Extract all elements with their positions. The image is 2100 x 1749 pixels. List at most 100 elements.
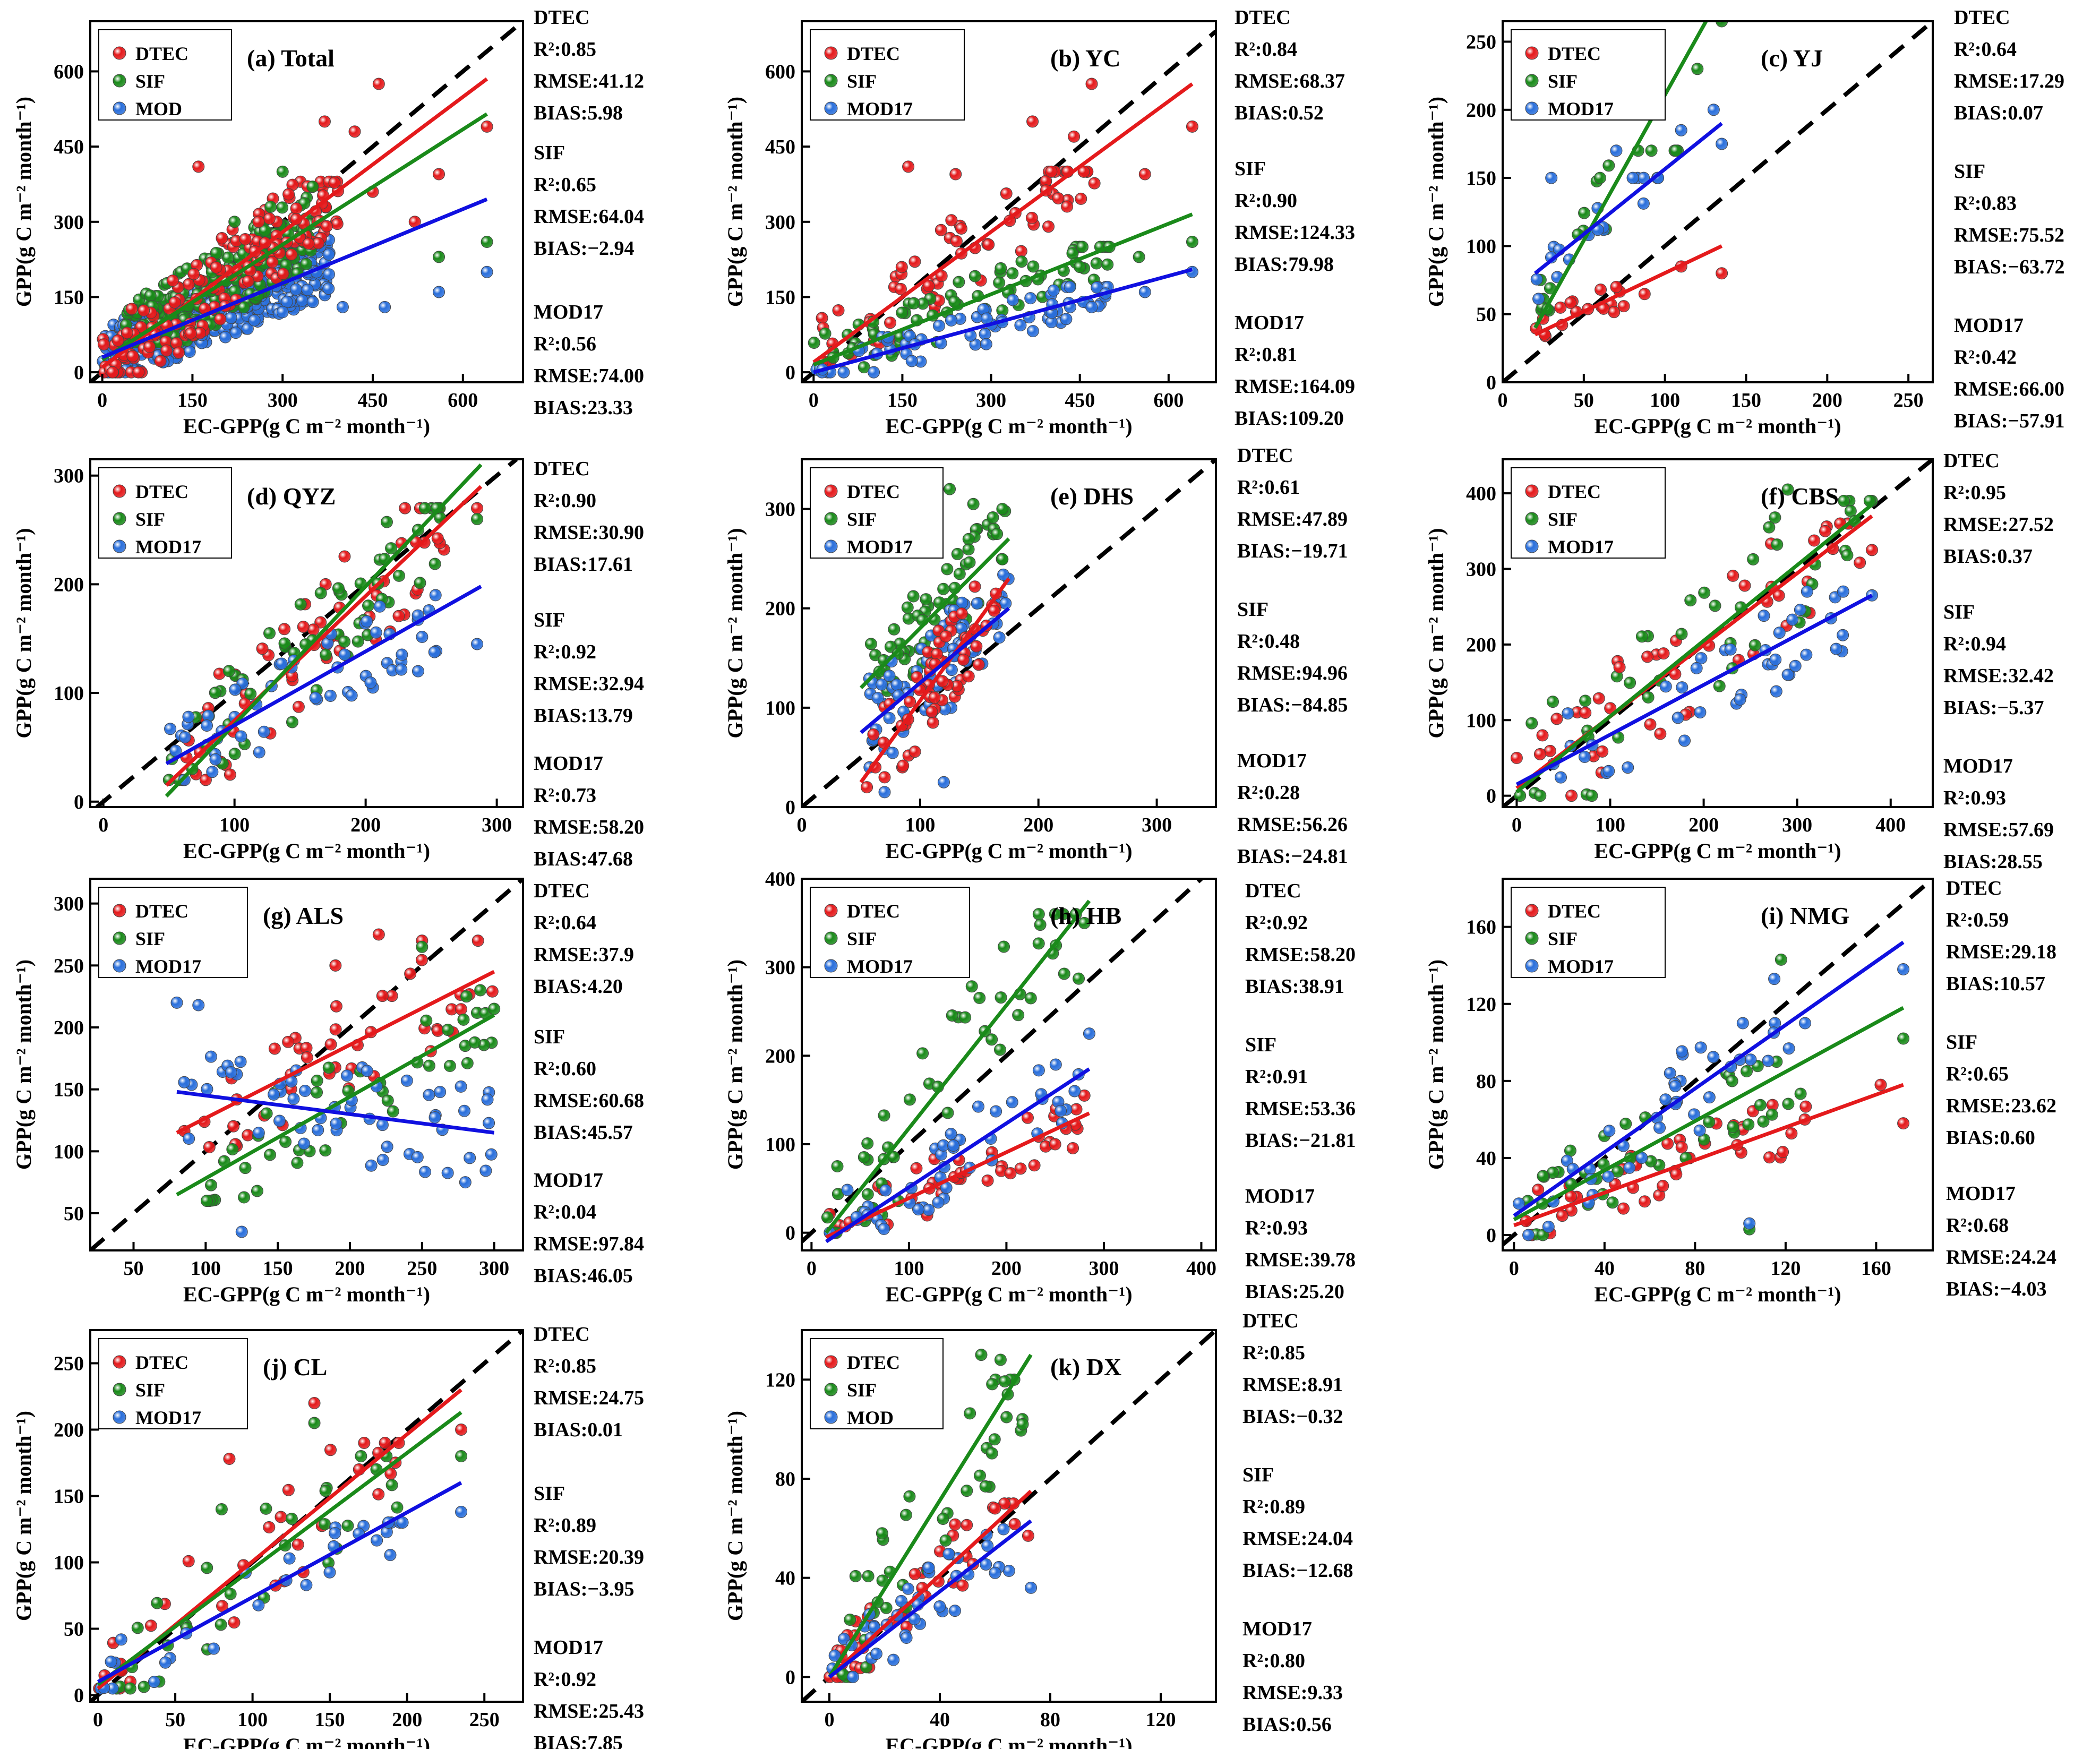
data-point-sif: [998, 940, 1010, 953]
y-tick-label: 100: [765, 1134, 795, 1156]
data-point-sif: [332, 582, 345, 595]
stats-name: MOD17: [1242, 1618, 1312, 1640]
stats-rmse: RMSE:164.09: [1235, 375, 1355, 398]
data-point-dtec: [936, 675, 949, 688]
data-point-mod17: [485, 1148, 498, 1161]
x-tick-label: 100: [237, 1709, 268, 1731]
stats-name: SIF: [1242, 1464, 1274, 1486]
data-point-dtec: [908, 1568, 921, 1581]
data-point-dtec: [1638, 288, 1651, 301]
data-point-sif: [416, 940, 428, 953]
data-point-sif: [862, 1570, 875, 1582]
data-point-mod17: [1522, 1229, 1535, 1241]
data-point-sif: [1769, 511, 1781, 524]
data-point-dtec: [1550, 713, 1563, 725]
data-point-sif: [1748, 639, 1761, 651]
data-point-mod: [296, 294, 308, 307]
data-point-sif: [471, 513, 484, 526]
stats-bias: BIAS:0.37: [1943, 545, 2033, 568]
data-point-dtec: [282, 188, 295, 201]
data-point-sif: [1090, 257, 1103, 270]
data-point-sif: [308, 1417, 321, 1429]
data-point-mod17: [1794, 604, 1806, 616]
data-point-dtec: [282, 1484, 295, 1496]
x-tick-label: 450: [358, 389, 388, 411]
x-tick-label: 100: [894, 1257, 924, 1280]
data-point-dtec: [1763, 1151, 1776, 1164]
data-point-sif: [937, 1512, 949, 1525]
x-tick-label: 400: [1875, 814, 1906, 836]
data-point-dtec: [324, 1038, 337, 1051]
legend-marker-sif: [824, 512, 838, 526]
y-axis-label: GPP(g C m⁻² month⁻¹): [1424, 97, 1448, 307]
data-point-sif: [151, 1597, 164, 1609]
data-point-mod17: [1773, 627, 1786, 639]
data-point-dtec: [1049, 1138, 1061, 1151]
data-point-dtec: [126, 350, 139, 363]
plot-area: [90, 879, 523, 1250]
y-axis-label: GPP(g C m⁻² month⁻¹): [723, 97, 747, 307]
data-point-sif: [294, 598, 307, 611]
plot-area: [95, 459, 518, 807]
legend-label: MOD17: [135, 956, 201, 977]
data-point-mod17: [1695, 652, 1708, 665]
data-point-sif: [819, 327, 832, 340]
data-point-dtec: [925, 706, 938, 718]
data-point-sif: [260, 1502, 272, 1515]
plot-area: [1503, 459, 1933, 807]
legend-label: MOD17: [1548, 956, 1614, 977]
x-tick-label: 100: [191, 1257, 221, 1280]
data-point-mod17: [1542, 1220, 1555, 1233]
data-point-sif: [1781, 483, 1794, 496]
stats-name: DTEC: [1242, 1310, 1299, 1332]
data-point-sif: [259, 224, 271, 237]
stats-bias: BIAS:0.52: [1235, 102, 1324, 124]
x-axis-label: EC-GPP(g C m⁻² month⁻¹): [183, 1734, 430, 1749]
x-axis-label: EC-GPP(g C m⁻² month⁻¹): [885, 414, 1132, 438]
legend-label: MOD: [135, 98, 182, 119]
data-point-dtec: [1727, 569, 1739, 582]
data-point-dtec: [1785, 1127, 1798, 1140]
stats-name: DTEC: [534, 880, 590, 902]
stats-r2: R²:0.73: [534, 784, 596, 807]
x-tick-label: 300: [1142, 814, 1172, 836]
x-tick-label: 100: [905, 814, 935, 836]
x-tick-label: 300: [479, 1257, 509, 1280]
data-point-sif: [961, 1485, 973, 1497]
x-tick-label: 300: [482, 814, 512, 836]
data-point-dtec: [392, 610, 405, 622]
data-point-mod: [949, 1605, 962, 1617]
fit-line-mod17: [1515, 594, 1873, 786]
legend-marker-mod17: [1525, 539, 1539, 553]
data-point-mod17: [886, 747, 899, 759]
data-point-dtec: [1075, 192, 1087, 205]
fit-line-mod17: [813, 268, 1193, 374]
data-point-dtec: [1533, 748, 1546, 760]
stats-name: DTEC: [1943, 450, 2000, 472]
legend-marker-mod17: [824, 539, 838, 553]
data-point-dtec: [486, 985, 499, 998]
y-tick-label: 40: [1476, 1147, 1496, 1170]
stats-r2: R²:0.81: [1235, 344, 1297, 366]
data-point-sif: [907, 297, 920, 310]
data-point-sif: [1015, 255, 1028, 268]
data-point-mod17: [972, 1100, 984, 1113]
data-point-mod: [981, 1539, 994, 1552]
y-axis-label: GPP(g C m⁻² month⁻¹): [723, 1411, 747, 1621]
plot-area: [1503, 21, 1933, 382]
legend-label: MOD17: [1548, 536, 1614, 558]
data-point-sif: [1066, 247, 1079, 260]
fit-line-mod17: [825, 1067, 1091, 1244]
x-tick-label: 250: [407, 1257, 437, 1280]
data-point-sif: [385, 1479, 398, 1491]
data-point-mod: [306, 296, 319, 308]
data-point-sif: [903, 1490, 916, 1503]
data-point-sif: [385, 542, 398, 555]
y-tick-label: 50: [64, 1618, 84, 1641]
data-point-mod17: [395, 663, 408, 676]
stats-name: DTEC: [1954, 6, 2010, 29]
fit-line-dtec: [828, 1489, 1032, 1678]
data-point-sif: [1765, 1108, 1778, 1121]
data-point-mod17: [252, 1126, 265, 1139]
stats-r2: R²:0.42: [1954, 346, 2017, 368]
